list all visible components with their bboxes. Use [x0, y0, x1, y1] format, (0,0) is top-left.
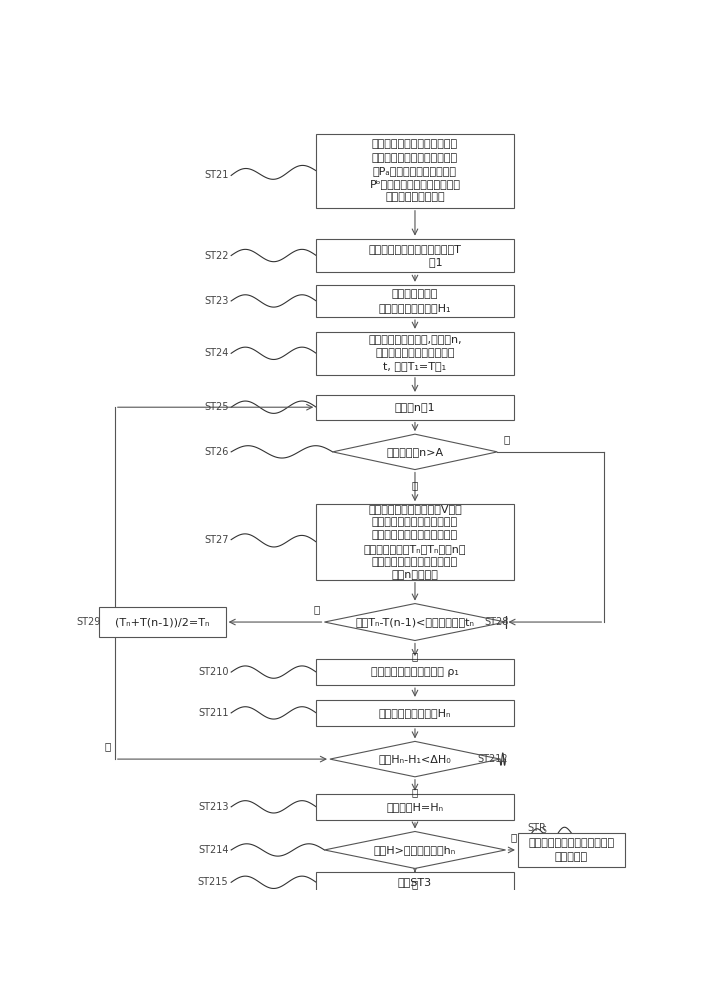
Text: ST210: ST210: [198, 667, 229, 677]
Text: 否: 否: [412, 480, 418, 490]
Text: 查询此时变压器油的密度 ρ₁: 查询此时变压器油的密度 ρ₁: [371, 667, 459, 677]
Text: ST211: ST211: [198, 708, 229, 718]
Text: 否: 否: [314, 604, 320, 614]
Polygon shape: [330, 741, 500, 777]
Polygon shape: [324, 604, 506, 641]
FancyBboxPatch shape: [316, 659, 514, 685]
Text: ST29: ST29: [76, 617, 101, 627]
Text: 计算变压器室内
变压器油的初始高度H₁: 计算变压器室内 变压器油的初始高度H₁: [379, 289, 451, 313]
Text: 变压器发生故障，停机保护，
并进行提示: 变压器发生故障，停机保护， 并进行提示: [528, 838, 615, 862]
Text: 启动变压器室内安装的压力传
感器，检测变压器室顶端的气
压Pₐ和变压器室底端的油压
Pᵇ，微处理器将采集到的压力
信号传输到监控中心: 启动变压器室内安装的压力传 感器，检测变压器室顶端的气 压Pₐ和变压器室底端的油…: [370, 139, 460, 202]
Text: ST215: ST215: [198, 877, 229, 887]
Text: 估算变压器油的初始平均温度T
            油1: 估算变压器油的初始平均温度T 油1: [369, 244, 462, 267]
Text: ST28: ST28: [484, 617, 508, 627]
Text: 计算此时的油位高度Hₙ: 计算此时的油位高度Hₙ: [379, 708, 451, 718]
Text: ST27: ST27: [204, 535, 229, 545]
Text: 判断Tₙ-T(n-1)<预设温度阈值tₙ: 判断Tₙ-T(n-1)<预设温度阈值tₙ: [355, 617, 474, 627]
FancyBboxPatch shape: [518, 833, 625, 867]
Text: 计算变压器油的膨胀体积V膨胀
，根据变压器的膨胀体积以及
变压室的体积，再次估算变压
器油的平均温度Tₙ，Tₙ为第n个
油温变化时间后的油温的平均
值，n为正整: 计算变压器油的膨胀体积V膨胀 ，根据变压器的膨胀体积以及 变压室的体积，再次估算…: [364, 504, 467, 580]
Polygon shape: [333, 434, 497, 470]
Text: ST26: ST26: [204, 447, 229, 457]
Text: 是: 是: [412, 788, 418, 798]
Text: 否: 否: [104, 741, 110, 751]
Text: ST21: ST21: [204, 170, 229, 180]
Text: 计数器读数n>A: 计数器读数n>A: [387, 447, 443, 457]
FancyBboxPatch shape: [316, 395, 514, 420]
Text: 油位H>预设油位阈值hₙ: 油位H>预设油位阈值hₙ: [374, 845, 456, 855]
Text: ST22: ST22: [204, 251, 229, 261]
Text: 启动油温检测计数器,计数为n,
定义每次油温变化的时间为
t, 定义T₁=T油₁: 启动油温检测计数器,计数为n, 定义每次油温变化的时间为 t, 定义T₁=T油₁: [368, 335, 462, 372]
FancyBboxPatch shape: [316, 872, 514, 892]
Text: 输出油位H=Hₙ: 输出油位H=Hₙ: [387, 802, 443, 812]
Text: 计数器n加1: 计数器n加1: [394, 402, 435, 412]
Text: ST212: ST212: [478, 754, 508, 764]
FancyBboxPatch shape: [316, 504, 514, 580]
FancyBboxPatch shape: [316, 285, 514, 317]
FancyBboxPatch shape: [316, 332, 514, 375]
Text: 是: 是: [412, 879, 418, 889]
Text: 是: 是: [504, 434, 510, 444]
Text: 否: 否: [511, 832, 518, 842]
Text: 是: 是: [412, 651, 418, 661]
FancyBboxPatch shape: [316, 700, 514, 726]
FancyBboxPatch shape: [316, 794, 514, 820]
FancyBboxPatch shape: [99, 607, 226, 637]
Text: (Tₙ+T(n-1))/2=Tₙ: (Tₙ+T(n-1))/2=Tₙ: [115, 617, 210, 627]
FancyBboxPatch shape: [316, 134, 514, 208]
Polygon shape: [324, 831, 506, 868]
FancyBboxPatch shape: [316, 239, 514, 272]
Text: ST23: ST23: [204, 296, 229, 306]
Text: 进入ST3: 进入ST3: [398, 877, 432, 887]
Text: ST214: ST214: [198, 845, 229, 855]
Text: S: S: [541, 826, 546, 835]
Text: STR: STR: [527, 823, 547, 833]
Text: 判断Hₙ-H₁<ΔH₀: 判断Hₙ-H₁<ΔH₀: [379, 754, 452, 764]
Text: ST24: ST24: [204, 348, 229, 358]
Text: ST213: ST213: [198, 802, 229, 812]
Text: ST25: ST25: [204, 402, 229, 412]
